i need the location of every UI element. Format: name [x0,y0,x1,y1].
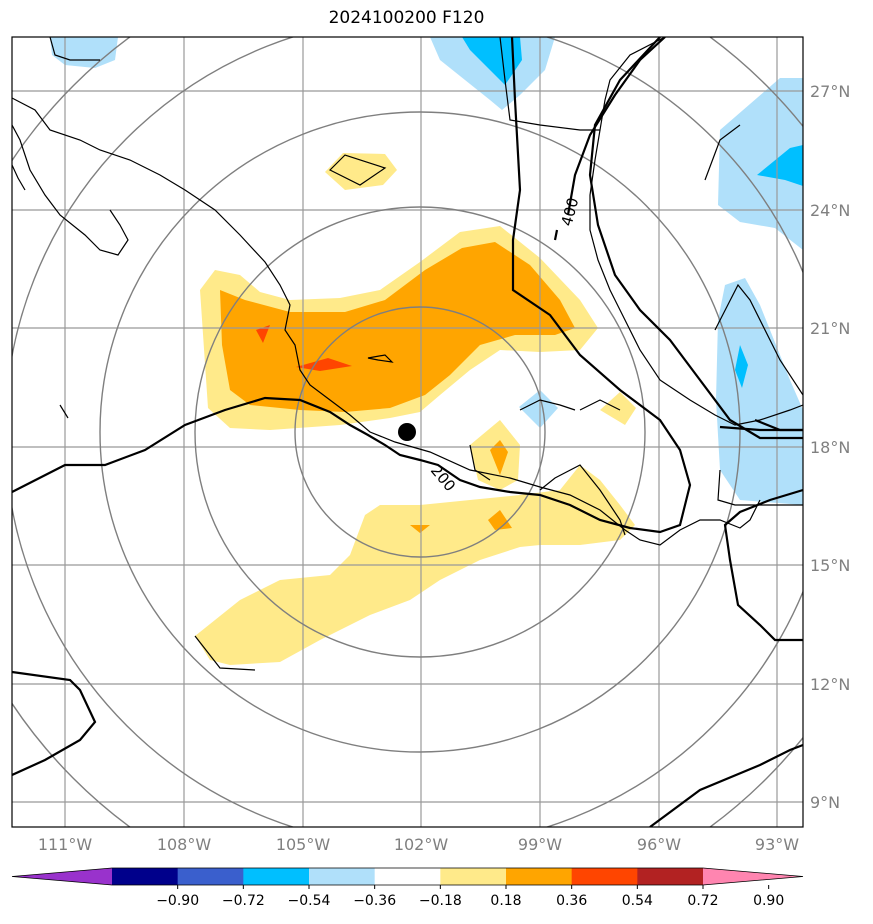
lat-label: 12°N [810,675,850,694]
colorbar-tick-label: 0.90 [753,893,784,909]
colorbar-swatch [571,868,638,885]
colorbar-tick-label: −0.90 [156,893,199,909]
colorbar [11,867,804,886]
lat-label: 27°N [810,82,850,101]
lon-label: 99°W [518,835,562,854]
colorbar-outline [11,867,804,886]
longitude-labels: 111°W 108°W 105°W 102°W 99°W 96°W 93°W [38,835,799,854]
storm-center-marker [398,423,416,441]
lon-label: 111°W [38,835,93,854]
colorbar-tick-label: −0.18 [419,893,462,909]
latitude-labels: 27°N 24°N 21°N 18°N 15°N 12°N 9°N [810,82,850,812]
lon-label: 96°W [637,835,681,854]
colorbar-tick-label: 0.36 [556,893,587,909]
colorbar-tick-label: 0.54 [622,893,653,909]
colorbar-swatch [374,868,441,885]
lat-label: 18°N [810,438,850,457]
colorbar-tick-label: −0.72 [222,893,265,909]
lon-label: 93°W [755,835,799,854]
lon-label: 108°W [157,835,212,854]
negative-anomaly-fill [50,37,803,505]
contour-400 [553,37,803,440]
lat-label: 15°N [810,556,850,575]
colorbar-swatch [309,868,376,885]
map-frame [11,36,804,828]
colorbar-tick-label: 0.18 [490,893,521,909]
colorbar-extend-high [703,868,803,885]
colorbar-extend-low [12,868,112,885]
colorbar-tick-label: −0.36 [353,893,396,909]
lon-label: 102°W [394,835,449,854]
graticule [12,37,803,827]
colorbar-swatch [637,868,704,885]
lat-label: 21°N [810,319,850,338]
colorbar-tick-label: 0.72 [687,893,718,909]
plot-title: 2024100200 F120 [328,8,485,28]
colorbar-swatch [440,868,507,885]
colorbar-swatch [112,868,179,885]
colorbar-swatch [243,868,310,885]
coastlines [12,37,803,671]
colorbar-ticks: −0.90 −0.72 −0.54 −0.36 −0.18 0.18 0.36 0.54 0.7… [156,885,784,909]
colorbar-swatch [506,868,573,885]
lat-label: 9°N [810,793,840,812]
lat-label: 24°N [810,201,850,220]
colorbar-swatch [177,868,244,885]
colorbar-tick-label: −0.54 [288,893,331,909]
lon-label: 105°W [276,835,331,854]
